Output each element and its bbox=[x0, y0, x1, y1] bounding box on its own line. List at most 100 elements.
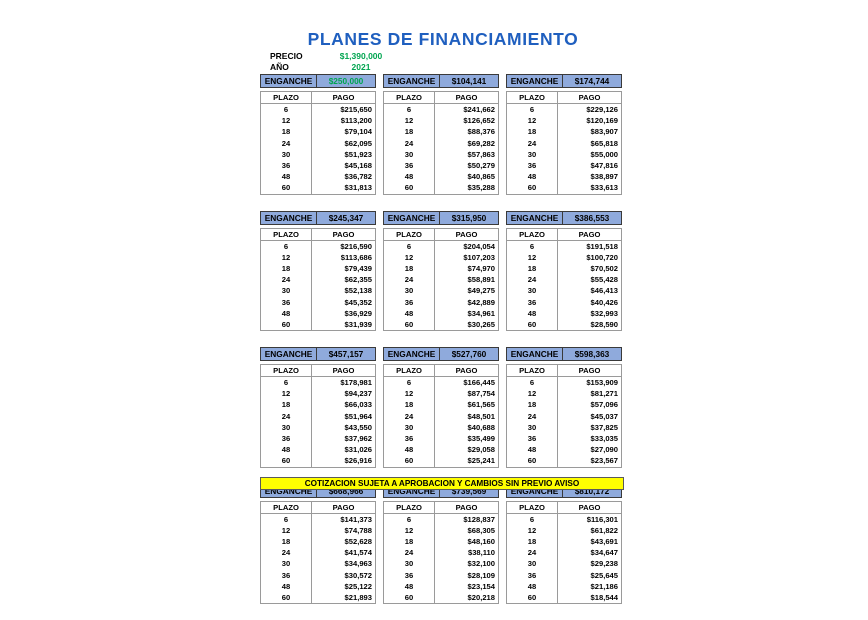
table-row: 36 $25,645 bbox=[506, 569, 622, 581]
column-header-plazo: PLAZO bbox=[383, 91, 435, 104]
block-row: ENGANCHE $250,000 PLAZO PAGO 6 $215,650 12 $113… bbox=[260, 74, 624, 195]
cell-plazo: 12 bbox=[506, 388, 558, 400]
cell-pago: $29,058 bbox=[434, 444, 499, 456]
table-header-row: PLAZO PAGO bbox=[260, 500, 376, 514]
table-row: 24 $38,110 bbox=[383, 547, 499, 559]
table-row: 36 $45,168 bbox=[260, 159, 376, 172]
cell-plazo: 48 bbox=[383, 580, 435, 592]
cell-plazo: 48 bbox=[506, 171, 558, 183]
table-row: 24 $62,095 bbox=[260, 137, 376, 149]
column-header-plazo: PLAZO bbox=[506, 364, 558, 377]
table-row: 30 $52,138 bbox=[260, 285, 376, 297]
cell-pago: $38,897 bbox=[557, 171, 622, 183]
cell-plazo: 12 bbox=[260, 251, 312, 263]
enganche-label: ENGANCHE bbox=[261, 348, 317, 360]
column-header-pago: PAGO bbox=[557, 500, 622, 514]
cell-pago: $88,376 bbox=[434, 126, 499, 138]
table-row: 6 $216,590 bbox=[260, 240, 376, 252]
cell-pago: $128,837 bbox=[434, 513, 499, 525]
table-row: 6 $215,650 bbox=[260, 103, 376, 116]
enganche-header: ENGANCHE $245,347 bbox=[260, 210, 376, 225]
enganche-header: ENGANCHE $104,141 bbox=[383, 74, 499, 88]
cell-plazo: 12 bbox=[506, 524, 558, 536]
table-row: 60 $33,613 bbox=[506, 182, 622, 195]
table-row: 24 $48,501 bbox=[383, 410, 499, 422]
cell-plazo: 48 bbox=[506, 444, 558, 456]
table-header-row: PLAZO PAGO bbox=[506, 227, 622, 241]
cell-pago: $100,720 bbox=[557, 251, 622, 263]
precio-value: $1,390,000 bbox=[339, 51, 383, 61]
column-header-pago: PAGO bbox=[434, 364, 499, 377]
table-row: 12 $100,720 bbox=[506, 251, 622, 263]
column-header-pago: PAGO bbox=[311, 227, 376, 241]
table-row: 18 $52,628 bbox=[260, 535, 376, 548]
table-row: 60 $25,241 bbox=[383, 455, 499, 468]
cell-plazo: 6 bbox=[260, 103, 312, 116]
table-row: 48 $32,993 bbox=[506, 307, 622, 319]
cell-pago: $23,154 bbox=[434, 580, 499, 592]
table-header-row: PLAZO PAGO bbox=[506, 500, 622, 514]
cell-plazo: 30 bbox=[383, 558, 435, 570]
cell-pago: $116,301 bbox=[557, 513, 622, 525]
table-row: 6 $128,837 bbox=[383, 513, 499, 525]
enganche-header: ENGANCHE $457,157 bbox=[260, 347, 376, 361]
cell-pago: $28,590 bbox=[557, 318, 622, 331]
cell-plazo: 18 bbox=[506, 262, 558, 275]
column-header-pago: PAGO bbox=[557, 91, 622, 104]
financing-block: ENGANCHE $527,760 PLAZO PAGO 6 $166,445 12 $87,… bbox=[383, 347, 499, 468]
cell-plazo: 60 bbox=[383, 591, 435, 604]
cell-plazo: 18 bbox=[383, 262, 435, 275]
cell-pago: $40,426 bbox=[557, 296, 622, 308]
financing-block: ENGANCHE $104,141 PLAZO PAGO 6 $241,662 12 $126… bbox=[383, 74, 499, 195]
cell-plazo: 36 bbox=[506, 296, 558, 308]
cell-pago: $21,893 bbox=[311, 591, 376, 604]
cell-plazo: 30 bbox=[260, 421, 312, 433]
plan-table: PLAZO PAGO 6 $216,590 12 $113,686 18 $79,439 24 $… bbox=[260, 227, 376, 331]
table-row: 60 $23,567 bbox=[506, 455, 622, 468]
cell-plazo: 6 bbox=[260, 240, 312, 252]
column-header-pago: PAGO bbox=[311, 364, 376, 377]
cell-plazo: 48 bbox=[260, 580, 312, 592]
cell-pago: $74,788 bbox=[311, 524, 376, 536]
cell-pago: $35,499 bbox=[434, 432, 499, 445]
cell-plazo: 18 bbox=[506, 535, 558, 548]
cell-plazo: 36 bbox=[506, 569, 558, 581]
cell-pago: $62,355 bbox=[311, 274, 376, 286]
table-row: 60 $31,813 bbox=[260, 182, 376, 195]
table-row: 60 $21,893 bbox=[260, 591, 376, 604]
table-row: 12 $107,203 bbox=[383, 251, 499, 263]
cell-pago: $33,613 bbox=[557, 182, 622, 195]
cell-plazo: 6 bbox=[506, 103, 558, 116]
table-row: 30 $49,275 bbox=[383, 285, 499, 297]
table-header-row: PLAZO PAGO bbox=[383, 91, 499, 104]
table-row: 24 $51,964 bbox=[260, 410, 376, 422]
financing-block: ENGANCHE $174,744 PLAZO PAGO 6 $229,126 12 $120… bbox=[506, 74, 622, 195]
enganche-label: ENGANCHE bbox=[261, 75, 317, 87]
quote-meta: PRECIO $1,390,000 AÑO 2021 bbox=[270, 51, 400, 73]
cell-plazo: 6 bbox=[383, 240, 435, 252]
cell-pago: $55,000 bbox=[557, 148, 622, 160]
cell-pago: $40,688 bbox=[434, 421, 499, 433]
column-header-plazo: PLAZO bbox=[506, 91, 558, 104]
table-row: 6 $166,445 bbox=[383, 376, 499, 389]
table-row: 6 $153,909 bbox=[506, 376, 622, 389]
cell-plazo: 24 bbox=[506, 137, 558, 149]
table-row: 6 $241,662 bbox=[383, 103, 499, 116]
cell-plazo: 36 bbox=[260, 569, 312, 581]
table-row: 48 $21,186 bbox=[506, 580, 622, 592]
cell-pago: $31,813 bbox=[311, 182, 376, 195]
cell-pago: $34,963 bbox=[311, 558, 376, 570]
cell-plazo: 30 bbox=[506, 558, 558, 570]
enganche-label: ENGANCHE bbox=[384, 348, 440, 360]
table-row: 36 $47,816 bbox=[506, 159, 622, 172]
cell-pago: $216,590 bbox=[311, 240, 376, 252]
enganche-header: ENGANCHE $315,950 bbox=[383, 210, 499, 225]
cell-plazo: 24 bbox=[506, 547, 558, 559]
cell-plazo: 36 bbox=[506, 159, 558, 172]
column-header-pago: PAGO bbox=[557, 364, 622, 377]
enganche-label: ENGANCHE bbox=[261, 484, 317, 497]
cell-pago: $55,428 bbox=[557, 274, 622, 286]
table-header-row: PLAZO PAGO bbox=[260, 364, 376, 377]
anio-value: 2021 bbox=[351, 62, 371, 72]
cell-pago: $25,241 bbox=[434, 455, 499, 468]
